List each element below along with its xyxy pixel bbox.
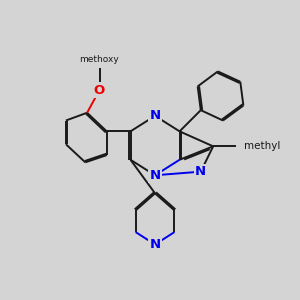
Text: N: N (149, 238, 161, 251)
Text: O: O (94, 83, 105, 97)
Text: methoxy: methoxy (80, 55, 119, 64)
Text: N: N (195, 165, 206, 178)
Text: N: N (149, 109, 161, 122)
Text: methyl: methyl (244, 141, 280, 151)
Text: N: N (149, 169, 161, 182)
